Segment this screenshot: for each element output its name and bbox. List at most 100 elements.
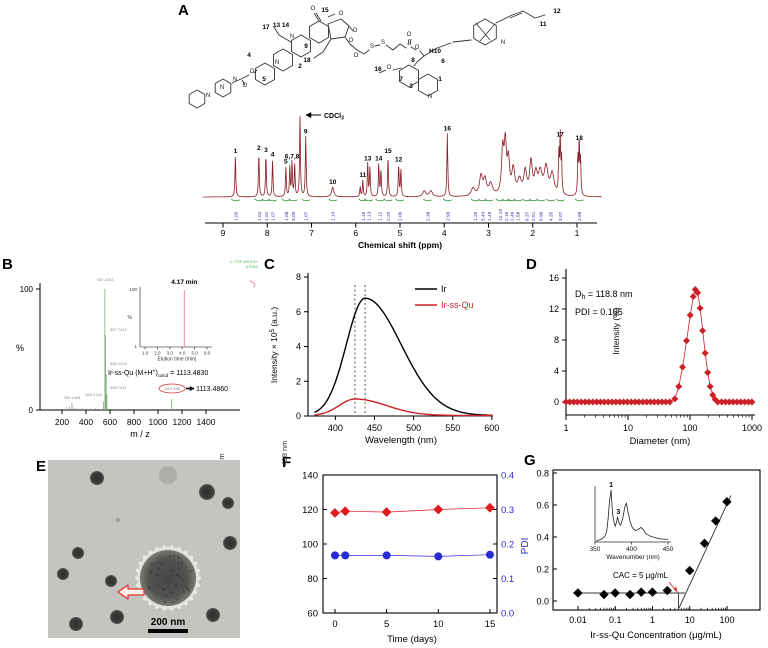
svg-text:5: 5 bbox=[262, 76, 266, 83]
svg-text:0.0: 0.0 bbox=[501, 609, 514, 620]
svg-text:2.51: 2.51 bbox=[531, 211, 537, 221]
svg-text:12.19: 12.19 bbox=[498, 209, 504, 221]
svg-text:3.07: 3.07 bbox=[558, 211, 564, 221]
svg-text:18: 18 bbox=[303, 57, 311, 64]
svg-text:11: 11 bbox=[359, 172, 366, 179]
svg-text:0: 0 bbox=[296, 411, 301, 421]
svg-text:N: N bbox=[290, 34, 294, 40]
panel-f-stability-plot: 60801001201400.00.10.20.30.40 5 10 15Time (… bbox=[270, 450, 538, 648]
svg-text:0: 0 bbox=[332, 619, 337, 630]
svg-text:100: 100 bbox=[129, 287, 137, 292]
svg-text:10: 10 bbox=[433, 619, 444, 630]
svg-text:0.4: 0.4 bbox=[501, 471, 514, 482]
svg-text:3: 3 bbox=[486, 228, 491, 238]
svg-text:O: O bbox=[415, 45, 420, 51]
svg-text:N: N bbox=[233, 77, 237, 83]
svg-text:400: 400 bbox=[79, 417, 93, 427]
svg-text:0.3: 0.3 bbox=[501, 505, 514, 516]
svg-text:5: 5 bbox=[384, 619, 389, 630]
solvent-annotation: CDCl3 bbox=[306, 113, 344, 122]
svg-text:2: 2 bbox=[296, 376, 301, 386]
svg-text:12: 12 bbox=[395, 156, 403, 163]
svg-text:1.08: 1.08 bbox=[284, 211, 290, 221]
svg-text:%: % bbox=[16, 343, 24, 353]
svg-text:4: 4 bbox=[554, 366, 559, 376]
svg-text:200 nm: 200 nm bbox=[151, 617, 186, 628]
svg-text:1.58: 1.58 bbox=[516, 211, 522, 221]
svg-text:17: 17 bbox=[557, 131, 565, 138]
svg-text:200: 200 bbox=[55, 417, 69, 427]
svg-text:Ir-ss-Qu: Ir-ss-Qu bbox=[441, 300, 474, 310]
svg-text:2: 2 bbox=[257, 145, 261, 152]
svg-text:8: 8 bbox=[265, 228, 270, 238]
scale-bar: 200 nm bbox=[148, 617, 188, 633]
panel-e-label: E bbox=[36, 458, 46, 475]
svg-text:600: 600 bbox=[103, 417, 117, 427]
svg-text:Time (days): Time (days) bbox=[387, 634, 437, 645]
svg-text:Wavelength (nm): Wavelength (nm) bbox=[365, 435, 437, 446]
panel-d-dls-size-distribution: 0 4 8 12 16 1 10 100 1000 Diameter (nm) Intensity … bbox=[515, 255, 768, 445]
svg-text:550: 550 bbox=[445, 423, 460, 433]
svg-text:PDI: PDI bbox=[520, 538, 531, 555]
svg-text:100: 100 bbox=[20, 285, 34, 294]
svg-text:3.05: 3.05 bbox=[291, 211, 297, 221]
svg-text:100: 100 bbox=[719, 615, 734, 625]
svg-text:400: 400 bbox=[328, 423, 343, 433]
svg-text:6: 6 bbox=[296, 307, 301, 317]
svg-text:557.2453: 557.2453 bbox=[97, 277, 114, 282]
svg-text:80: 80 bbox=[307, 574, 318, 585]
svg-text:Ir-ss-Qu Concentration (μg/mL): Ir-ss-Qu Concentration (μg/mL) bbox=[590, 630, 722, 641]
svg-text:558.7431: 558.7431 bbox=[110, 385, 127, 390]
svg-text:O: O bbox=[353, 28, 358, 34]
svg-text:1.00: 1.00 bbox=[233, 211, 239, 221]
svg-text:1.25: 1.25 bbox=[473, 211, 479, 221]
svg-text:S: S bbox=[370, 44, 374, 50]
svg-text:S: S bbox=[381, 40, 385, 46]
svg-text:14: 14 bbox=[375, 156, 383, 163]
svg-text:2.0: 2.0 bbox=[154, 351, 161, 356]
svg-text:0.4: 0.4 bbox=[536, 533, 549, 543]
svg-text:400: 400 bbox=[626, 546, 637, 553]
svg-text:3: 3 bbox=[264, 147, 268, 154]
svg-text:1.07: 1.07 bbox=[271, 211, 277, 221]
svg-text:6: 6 bbox=[353, 228, 358, 238]
svg-text:100: 100 bbox=[682, 423, 697, 433]
svg-text:Elution time (min): Elution time (min) bbox=[158, 357, 197, 363]
svg-text:2.06: 2.06 bbox=[398, 211, 404, 221]
svg-text:0: 0 bbox=[554, 397, 559, 407]
svg-text:6: 6 bbox=[441, 58, 445, 65]
svg-text:1200: 1200 bbox=[173, 417, 192, 427]
svg-text:1400: 1400 bbox=[197, 417, 216, 427]
svg-text:O: O bbox=[349, 38, 354, 44]
svg-text:9: 9 bbox=[304, 128, 308, 135]
svg-text:1.49: 1.49 bbox=[487, 211, 493, 221]
svg-text:17: 17 bbox=[262, 24, 270, 31]
panel-g-cac-plot: 0.00.20.40.60.80.01 0.1 1 10 100Ir-ss-Qu Con… bbox=[535, 452, 768, 648]
svg-text:9: 9 bbox=[221, 228, 226, 238]
svg-text:%: % bbox=[128, 315, 133, 321]
svg-text:500: 500 bbox=[406, 423, 421, 433]
svg-text:2.38: 2.38 bbox=[425, 211, 431, 221]
svg-text:120: 120 bbox=[302, 505, 318, 516]
svg-text:16: 16 bbox=[374, 66, 382, 73]
svg-text:11: 11 bbox=[540, 21, 547, 28]
svg-text:2.20: 2.20 bbox=[386, 211, 392, 221]
svg-text:1000: 1000 bbox=[149, 417, 168, 427]
svg-text:15: 15 bbox=[384, 148, 392, 155]
svg-text:1.13: 1.13 bbox=[367, 211, 373, 221]
svg-text:0.0: 0.0 bbox=[536, 597, 549, 607]
svg-text:4.35: 4.35 bbox=[548, 211, 554, 221]
svg-text:1113.4860: 1113.4860 bbox=[196, 386, 228, 393]
svg-text:600: 600 bbox=[484, 423, 499, 433]
svg-text:1113.486: 1113.486 bbox=[164, 386, 181, 391]
svg-text:CDCl3: CDCl3 bbox=[324, 113, 344, 122]
svg-text:7: 7 bbox=[309, 228, 314, 238]
svg-text:1.10: 1.10 bbox=[331, 211, 337, 221]
svg-text:O: O bbox=[339, 11, 344, 17]
svg-text:N: N bbox=[501, 40, 505, 46]
svg-text:m / z: m / z bbox=[130, 429, 150, 439]
elution-inset: 1.0 2.0 3.0 4.0 5.0 6.0 Elution time (min) 100 1… bbox=[128, 279, 255, 363]
svg-text:0.8: 0.8 bbox=[536, 469, 549, 479]
svg-text:4: 4 bbox=[296, 342, 301, 352]
svg-text:1: 1 bbox=[134, 344, 137, 349]
